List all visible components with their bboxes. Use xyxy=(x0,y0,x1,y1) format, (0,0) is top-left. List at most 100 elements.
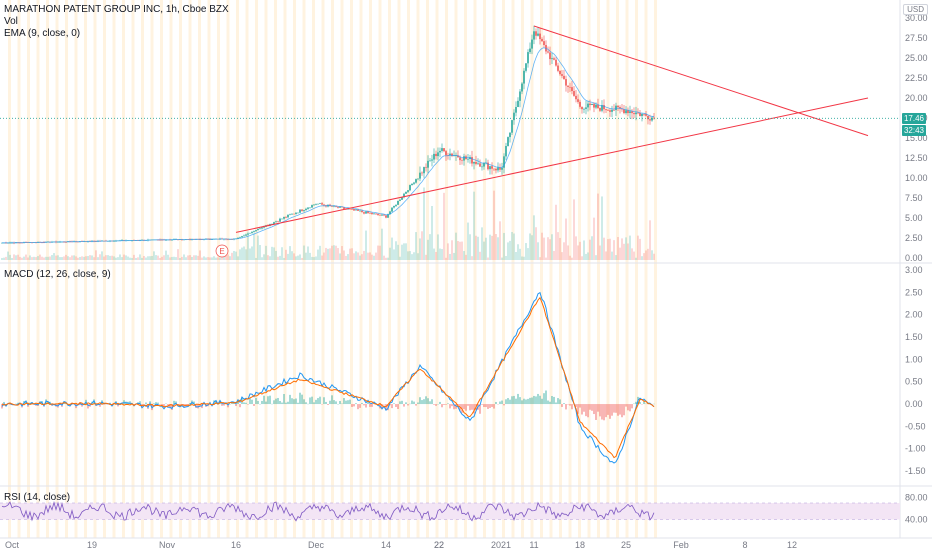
volume-bar xyxy=(184,254,185,260)
candle-body xyxy=(293,214,295,215)
macd-histogram-bar xyxy=(301,395,302,404)
volume-bar xyxy=(556,205,557,260)
candle-body xyxy=(261,228,263,229)
candle-body xyxy=(579,102,581,107)
price-tick-label: 0.00 xyxy=(905,253,923,263)
candle-body xyxy=(351,209,353,210)
volume-bar xyxy=(604,238,605,260)
volume-bar xyxy=(472,256,473,260)
macd-histogram-bar xyxy=(263,396,264,404)
macd-histogram-bar xyxy=(369,404,370,407)
volume-bar xyxy=(626,237,627,260)
volume-bar xyxy=(2,258,3,260)
currency-label[interactable]: USD xyxy=(903,4,928,15)
volume-bar xyxy=(328,249,329,260)
volume-bar xyxy=(590,240,591,260)
candle-body xyxy=(473,162,475,164)
candle-body xyxy=(437,152,439,156)
macd-histogram-bar xyxy=(601,404,602,419)
price-tick-label: 20.00 xyxy=(905,93,928,103)
macd-histogram-bar xyxy=(285,403,286,404)
candle-body xyxy=(323,205,325,206)
macd-histogram-bar xyxy=(565,404,566,409)
volume-bar xyxy=(512,232,513,260)
candle-body xyxy=(637,113,639,114)
macd-histogram-bar xyxy=(335,401,336,404)
rsi-label: RSI (14, close) xyxy=(4,492,70,503)
macd-legend: MACD (12, 26, close, 9) xyxy=(4,269,111,281)
volume-bar xyxy=(500,221,501,260)
candle-body xyxy=(647,116,649,119)
candle-body xyxy=(355,210,357,211)
volume-bar xyxy=(286,250,287,260)
volume-bar xyxy=(532,235,533,260)
macd-histogram-bar xyxy=(327,404,328,405)
candle-body xyxy=(363,212,365,213)
macd-histogram-bar xyxy=(543,393,544,404)
volume-bar xyxy=(622,238,623,260)
candle-body xyxy=(361,211,363,212)
candle-body xyxy=(371,213,373,214)
volume-bar xyxy=(552,234,553,260)
volume-bar xyxy=(448,243,449,260)
session-stripe xyxy=(208,0,211,538)
volume-bar xyxy=(274,247,275,260)
session-stripe xyxy=(578,0,581,538)
session-stripe xyxy=(274,0,277,538)
candle-body xyxy=(443,148,445,151)
volume-bar xyxy=(262,257,263,260)
volume-bar xyxy=(518,244,519,260)
volume-bar xyxy=(6,257,7,260)
volume-bar xyxy=(230,256,231,260)
volume-bar xyxy=(614,240,615,260)
volume-bar xyxy=(172,257,173,260)
volume-bar xyxy=(336,246,337,260)
volume-bar xyxy=(576,236,577,260)
macd-histogram-bar xyxy=(483,404,484,407)
macd-histogram-bar xyxy=(581,404,582,414)
candle-body xyxy=(533,31,535,39)
macd-histogram-bar xyxy=(159,404,160,405)
session-stripe xyxy=(464,0,467,538)
candle-body xyxy=(531,40,533,49)
candle-body xyxy=(577,99,579,102)
candle-body xyxy=(599,108,601,111)
volume-bar xyxy=(582,256,583,260)
volume-bar xyxy=(346,256,347,260)
candle-body xyxy=(615,106,617,110)
volume-bar xyxy=(60,257,61,260)
candle-body xyxy=(549,53,551,60)
volume-bar xyxy=(474,192,475,260)
volume-bar xyxy=(624,244,625,260)
macd-histogram-bar xyxy=(495,402,496,404)
session-stripe xyxy=(417,0,420,538)
candle-body xyxy=(639,113,641,116)
candle-body xyxy=(431,160,433,161)
volume-bar xyxy=(466,255,467,260)
volume-bar xyxy=(252,246,253,260)
candle-body xyxy=(555,60,557,66)
macd-histogram-bar xyxy=(261,401,262,404)
volume-bar xyxy=(542,233,543,260)
volume-bar xyxy=(236,252,237,260)
macd-histogram-bar xyxy=(427,398,428,404)
session-stripe xyxy=(227,0,230,538)
volume-bar xyxy=(104,257,105,260)
macd-histogram-bar xyxy=(635,402,636,404)
volume-bar xyxy=(26,255,27,260)
candle-body xyxy=(439,151,441,152)
volume-bar xyxy=(210,257,211,260)
volume-bar xyxy=(544,238,545,260)
macd-histogram-bar xyxy=(593,404,594,414)
volume-bar xyxy=(254,233,255,260)
macd-histogram-bar xyxy=(525,400,526,405)
macd-histogram-bar xyxy=(465,404,466,411)
macd-histogram-bar xyxy=(393,403,394,404)
volume-bar xyxy=(268,255,269,260)
macd-histogram-bar xyxy=(595,404,596,420)
macd-histogram-bar xyxy=(577,404,578,414)
macd-histogram-bar xyxy=(619,404,620,415)
candle-body xyxy=(247,234,249,235)
